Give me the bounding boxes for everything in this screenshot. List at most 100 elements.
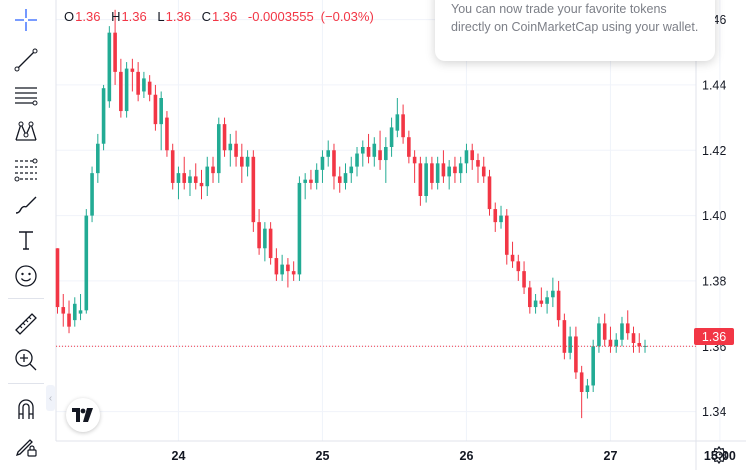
candle-body [476,160,480,167]
candle-body [188,176,192,183]
candle-body [291,271,296,275]
candle-body [424,163,428,196]
candle-body [516,261,521,272]
fib-icon[interactable] [8,154,44,184]
candle-body [96,143,100,174]
candle-body [332,150,336,177]
crosshair-icon[interactable] [8,5,44,35]
candle-body [378,150,382,161]
candle-body [193,176,198,183]
candle-body [245,156,250,167]
gear-icon[interactable] [709,445,729,465]
x-tick-label: 25 [316,449,330,463]
candle-body [286,264,290,272]
drawing-toolbar [0,0,52,470]
candle-body [568,336,572,353]
candle-body [240,156,244,167]
horizontal-lines-icon[interactable] [8,81,44,111]
candle-body [360,147,365,154]
candle-body [579,372,584,392]
candle-body [407,137,411,157]
candle-body [234,143,238,157]
candle-body [355,153,359,167]
tradingview-logo-icon [72,408,93,422]
candle-body [602,323,607,340]
pattern-icon[interactable] [8,117,44,147]
candle-body [182,173,187,183]
trend-line-icon[interactable] [8,45,44,75]
notice-text: You can now trade your favorite tokens d… [451,2,699,34]
low-value: 1.36 [165,9,191,24]
candle-body [147,81,152,95]
candle-body [510,254,515,262]
candle-body [481,166,486,177]
candle-body [165,117,169,151]
candle-body [257,222,261,249]
candle-body [625,323,630,334]
x-tick-label: 27 [604,449,618,463]
brush-icon[interactable] [8,190,44,220]
candle-body [78,310,83,314]
candle-body [343,173,348,183]
high-label: H [111,9,121,24]
candle-body [430,163,434,183]
candle-body [418,163,423,196]
candle-body [113,32,117,72]
toolbar-collapse-handle[interactable]: ‹ [46,385,55,411]
tradingview-logo[interactable] [66,398,100,432]
candle-body [499,215,503,223]
candle-body [228,143,233,151]
candle-body [620,323,624,340]
candle-body [61,307,66,314]
candle-body [176,173,181,183]
candle-body [504,215,509,255]
candle-body [487,176,492,210]
candle-body [493,209,498,223]
open-value: 1.36 [75,9,101,24]
y-tick-label: 1.40 [702,209,726,223]
candle-body [556,290,561,321]
candle-body [170,150,175,183]
candle-body [142,78,146,92]
candle-body [67,313,71,327]
y-tick-label: 1.44 [702,78,726,92]
candle-body [274,258,279,275]
candle-body [268,228,273,259]
change-percent: (−0.03%) [320,9,374,24]
candle-body [631,333,636,343]
zoom-in-icon[interactable] [8,345,44,375]
open-label: O [64,9,75,24]
candle-body [614,339,619,347]
candle-body [551,290,555,298]
candle-body [205,166,210,187]
candle-body [101,88,106,144]
lock-draw-icon[interactable] [8,431,44,461]
candle-body [107,32,112,102]
candle-body [585,385,590,392]
text-icon[interactable] [8,225,44,255]
magnet-icon[interactable] [8,394,44,424]
candle-body [637,343,642,347]
candle-body [447,166,451,177]
candle-body [470,150,475,161]
current-price-badge: 1.36 [694,328,734,345]
candle-body [72,303,77,321]
candle-body [435,163,440,183]
candle-body [136,71,140,95]
candle-body [545,297,549,304]
low-label: L [157,9,165,24]
candle-body [539,300,544,304]
candle-body [124,68,129,112]
candle-body [90,173,94,216]
candle-body [130,68,135,72]
chevron-left-icon: ‹ [48,392,53,404]
candle-body [441,163,446,177]
candle-body [263,228,267,249]
ruler-icon[interactable] [8,309,44,339]
candle-body [211,166,215,174]
candle-body [320,156,325,170]
emoji-icon[interactable] [8,261,44,291]
candle-body [453,166,457,174]
candle-body [574,336,578,373]
